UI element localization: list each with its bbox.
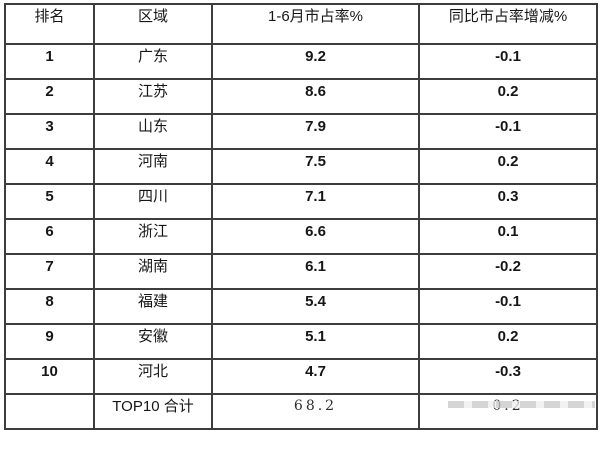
table-row: 7 湖南 6.1 -0.2 <box>4 253 598 290</box>
table-row: 3 山东 7.9 -0.1 <box>4 113 598 150</box>
region-cell: 湖南 <box>93 253 213 290</box>
change-cell: -0.1 <box>418 288 598 325</box>
change-cell: 0.3 <box>418 183 598 220</box>
region-cell: 安徽 <box>93 323 213 360</box>
change-cell: -0.1 <box>418 113 598 150</box>
share-cell: 4.7 <box>211 358 420 395</box>
region-cell: 河北 <box>93 358 213 395</box>
rank-cell: 3 <box>4 113 95 150</box>
region-cell: 河南 <box>93 148 213 185</box>
rank-cell: 1 <box>4 43 95 80</box>
share-cell: 7.1 <box>211 183 420 220</box>
table-total-row: TOP10 合计 68.2 0.2 <box>4 393 598 430</box>
share-cell: 5.1 <box>211 323 420 360</box>
table-row: 1 广东 9.2 -0.1 <box>4 43 598 80</box>
market-share-table: 排名 区域 1-6月市占率% 同比市占率增减% 1 广东 9.2 -0.1 2 … <box>4 3 598 430</box>
column-header-share: 1-6月市占率% <box>211 3 420 45</box>
change-cell: 0.2 <box>418 323 598 360</box>
change-cell: 0.2 <box>418 148 598 185</box>
share-cell: 7.5 <box>211 148 420 185</box>
share-cell: 8.6 <box>211 78 420 115</box>
rank-cell: 10 <box>4 358 95 395</box>
table-header-row: 排名 区域 1-6月市占率% 同比市占率增减% <box>4 3 598 45</box>
region-cell: 福建 <box>93 288 213 325</box>
share-cell: 5.4 <box>211 288 420 325</box>
share-cell: 9.2 <box>211 43 420 80</box>
change-cell: 0.2 <box>418 78 598 115</box>
rank-cell <box>4 393 95 430</box>
total-label-cell: TOP10 合计 <box>93 393 213 430</box>
region-cell: 江苏 <box>93 78 213 115</box>
total-change-cell: 0.2 <box>418 393 598 430</box>
change-cell: -0.1 <box>418 43 598 80</box>
watermark <box>448 401 595 408</box>
table-row: 6 浙江 6.6 0.1 <box>4 218 598 255</box>
rank-cell: 5 <box>4 183 95 220</box>
rank-cell: 7 <box>4 253 95 290</box>
region-cell: 浙江 <box>93 218 213 255</box>
region-cell: 山东 <box>93 113 213 150</box>
change-cell: -0.3 <box>418 358 598 395</box>
region-cell: 广东 <box>93 43 213 80</box>
table-row: 2 江苏 8.6 0.2 <box>4 78 598 115</box>
share-cell: 7.9 <box>211 113 420 150</box>
column-header-change: 同比市占率增减% <box>418 3 598 45</box>
region-cell: 四川 <box>93 183 213 220</box>
rank-cell: 8 <box>4 288 95 325</box>
table-row: 10 河北 4.7 -0.3 <box>4 358 598 395</box>
table-row: 8 福建 5.4 -0.1 <box>4 288 598 325</box>
rank-cell: 6 <box>4 218 95 255</box>
rank-cell: 9 <box>4 323 95 360</box>
rank-cell: 4 <box>4 148 95 185</box>
rank-cell: 2 <box>4 78 95 115</box>
total-share-cell: 68.2 <box>211 393 420 430</box>
change-cell: -0.2 <box>418 253 598 290</box>
column-header-region: 区域 <box>93 3 213 45</box>
share-cell: 6.6 <box>211 218 420 255</box>
table-row: 9 安徽 5.1 0.2 <box>4 323 598 360</box>
table-row: 4 河南 7.5 0.2 <box>4 148 598 185</box>
share-cell: 6.1 <box>211 253 420 290</box>
table-row: 5 四川 7.1 0.3 <box>4 183 598 220</box>
column-header-rank: 排名 <box>4 3 95 45</box>
change-cell: 0.1 <box>418 218 598 255</box>
